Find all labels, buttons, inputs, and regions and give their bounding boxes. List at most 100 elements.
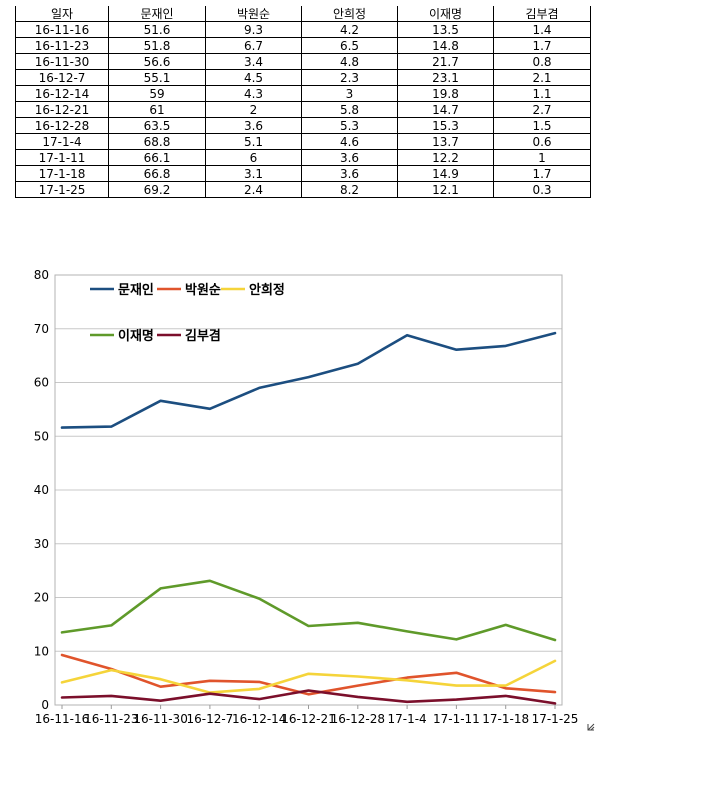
table-cell-value: 1.4 [493, 21, 591, 38]
x-tick-label: 16-11-23 [84, 712, 138, 726]
table-cell-value: 4.2 [301, 21, 398, 38]
x-tick-label: 16-11-30 [133, 712, 187, 726]
table-cell-value: 66.1 [108, 149, 206, 166]
resize-handle-icon [587, 723, 595, 731]
y-tick-label: 20 [34, 591, 49, 605]
table-header-cell: 김부겸 [493, 6, 591, 22]
x-tick-label: 17-1-11 [433, 712, 480, 726]
table-cell-value: 63.5 [108, 117, 206, 134]
table-row: 16-11-30 56.6 3.4 4.8 21.7 0.8 [15, 53, 591, 70]
table-cell-value: 6.5 [301, 37, 398, 54]
series-line [60, 579, 557, 642]
table-cell-value: 0.3 [493, 181, 591, 198]
x-tick-label: 17-1-25 [532, 712, 579, 726]
table-cell-value: 2.3 [301, 69, 398, 86]
table-cell-value: 1.7 [493, 165, 591, 182]
table-cell-value: 15.3 [397, 117, 494, 134]
x-tick-label: 17-1-4 [387, 712, 426, 726]
table-row: 17-1-4 68.8 5.1 4.6 13.7 0.6 [15, 133, 591, 150]
table-cell-value: 2.7 [493, 101, 591, 118]
table-cell-value: 3 [301, 85, 398, 102]
table-cell-value: 69.2 [108, 181, 206, 198]
table-row: 16-12-14 59 4.3 3 19.8 1.1 [15, 85, 591, 102]
table-cell-value: 56.6 [108, 53, 206, 70]
table-header-cell: 이재명 [397, 6, 494, 22]
table-cell-value: 4.8 [301, 53, 398, 70]
table-cell-value: 2.1 [493, 69, 591, 86]
table-cell-value: 12.1 [397, 181, 494, 198]
table-cell-value: 1.7 [493, 37, 591, 54]
y-tick-label: 0 [41, 698, 49, 712]
table-cell-value: 0.8 [493, 53, 591, 70]
table-body: 16-11-16 51.6 9.3 4.2 13.5 1.4 16-11-23 51.8 6.7… [15, 21, 591, 198]
table-row: 17-1-11 66.1 6 3.6 12.2 1 [15, 149, 591, 166]
table-cell-date: 16-12-21 [15, 101, 109, 118]
table-cell-value: 12.2 [397, 149, 494, 166]
x-tick-label: 16-12-14 [232, 712, 286, 726]
series-line [60, 653, 557, 696]
series-line [60, 659, 557, 694]
y-tick-label: 80 [34, 268, 49, 282]
table-row: 16-12-28 63.5 3.6 5.3 15.3 1.5 [15, 117, 591, 134]
table-row: 16-11-23 51.8 6.7 6.5 14.8 1.7 [15, 37, 591, 54]
x-tick-label: 16-12-28 [331, 712, 385, 726]
table-cell-value: 59 [108, 85, 206, 102]
table-cell-value: 14.9 [397, 165, 494, 182]
y-tick-label: 40 [34, 483, 49, 497]
table-cell-date: 16-12-14 [15, 85, 109, 102]
table-header-cell: 문재인 [108, 6, 206, 22]
table-cell-date: 16-12-7 [15, 69, 109, 86]
table-cell-value: 19.8 [397, 85, 494, 102]
table-cell-value: 14.8 [397, 37, 494, 54]
legend-label: 김부겸 [185, 329, 221, 344]
table-row: 17-1-25 69.2 2.4 8.2 12.1 0.3 [15, 181, 591, 198]
table-cell-date: 17-1-18 [15, 165, 109, 182]
x-tick-label: 17-1-18 [482, 712, 529, 726]
table-cell-value: 4.3 [205, 85, 302, 102]
y-tick-label: 70 [34, 322, 49, 336]
table-cell-value: 5.8 [301, 101, 398, 118]
legend-label: 안희정 [249, 282, 285, 298]
table-cell-date: 17-1-11 [15, 149, 109, 166]
y-tick-label: 30 [34, 537, 49, 551]
table-cell-value: 5.1 [205, 133, 302, 150]
table-cell-value: 4.6 [301, 133, 398, 150]
x-tick-label: 16-11-16 [35, 712, 89, 726]
table-cell-value: 2.4 [205, 181, 302, 198]
table-cell-value: 9.3 [205, 21, 302, 38]
legend-label: 문재인 [118, 282, 154, 298]
table-cell-value: 6 [205, 149, 302, 166]
table-cell-value: 5.3 [301, 117, 398, 134]
table-header-row: 일자 문재인 박원순 안희정 이재명 김부겸 [15, 6, 591, 22]
series-line [60, 331, 557, 429]
y-tick-label: 50 [34, 429, 49, 443]
table-cell-value: 55.1 [108, 69, 206, 86]
table-cell-value: 61 [108, 101, 206, 118]
table-row: 17-1-18 66.8 3.1 3.6 14.9 1.7 [15, 165, 591, 182]
line-chart: 0 10 20 30 40 50 60 70 80 16-11-16 16-11-23 16-11-3… [14, 258, 604, 738]
table-cell-value: 66.8 [108, 165, 206, 182]
table-header-cell: 안희정 [301, 6, 398, 22]
table-cell-value: 13.7 [397, 133, 494, 150]
line-chart-svg: 0 10 20 30 40 50 60 70 80 16-11-1616-11-2316-11-3… [34, 268, 595, 731]
y-tick-label: 60 [34, 376, 49, 390]
table-cell-date: 16-11-23 [15, 37, 109, 54]
table-cell-value: 4.5 [205, 69, 302, 86]
table-cell-value: 1 [493, 149, 591, 166]
x-tick-label: 16-12-21 [281, 712, 335, 726]
table-cell-value: 1.5 [493, 117, 591, 134]
legend-label: 이재명 [118, 328, 154, 344]
table-header-cell: 일자 [15, 6, 109, 22]
table-row: 16-12-7 55.1 4.5 2.3 23.1 2.1 [15, 69, 591, 86]
poll-data-table: 일자 문재인 박원순 안희정 이재명 김부겸 16-11-16 51.6 9.3 4.2 13.5… [15, 6, 591, 198]
table-cell-date: 17-1-4 [15, 133, 109, 150]
table-cell-value: 2 [205, 101, 302, 118]
table-cell-value: 3.1 [205, 165, 302, 182]
table-header-cell: 박원순 [205, 6, 302, 22]
table-cell-value: 3.4 [205, 53, 302, 70]
table-cell-date: 17-1-25 [15, 181, 109, 198]
table-cell-value: 8.2 [301, 181, 398, 198]
table-cell-value: 51.6 [108, 21, 206, 38]
x-tick-label: 16-12-7 [186, 712, 233, 726]
table-cell-date: 16-12-28 [15, 117, 109, 134]
